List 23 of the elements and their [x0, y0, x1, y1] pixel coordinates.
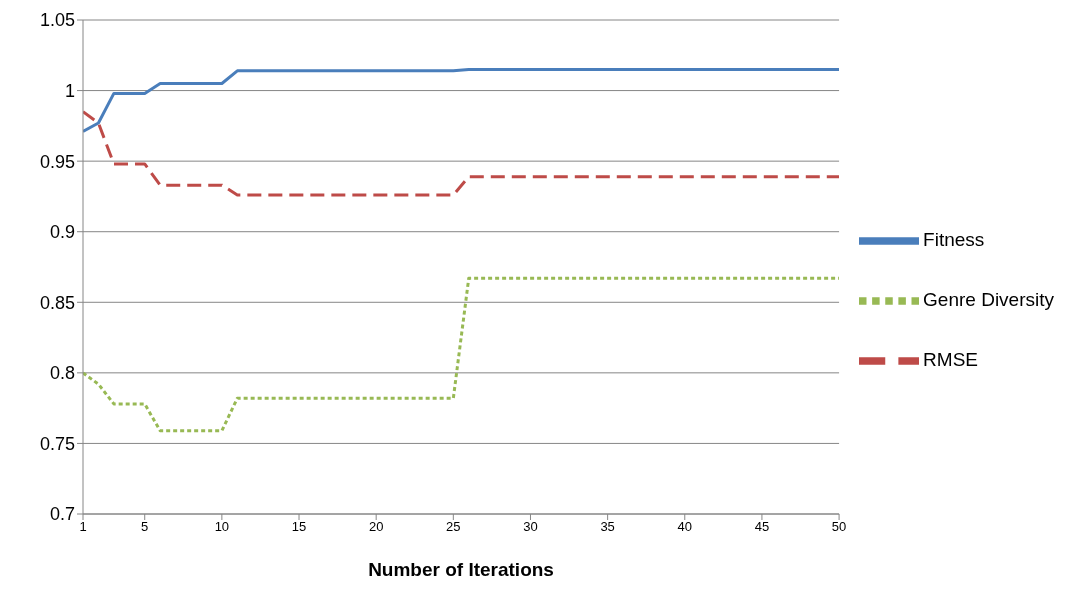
x-tick-label: 15: [291, 519, 307, 535]
y-tick-label: 0.85: [39, 292, 75, 313]
y-tick-label: 0.7: [49, 504, 75, 525]
x-tick-label: 10: [214, 519, 230, 535]
x-tick-label: 45: [754, 519, 770, 535]
x-axis-title: Number of Iterations: [368, 559, 554, 580]
x-tick-label: 30: [523, 519, 538, 535]
legend-label: RMSE: [923, 349, 978, 371]
x-tick-label: 20: [368, 519, 384, 535]
x-tick-label: 50: [831, 519, 847, 535]
legend-label: Fitness: [923, 229, 985, 251]
y-tick-label: 0.95: [39, 151, 75, 172]
y-tick-label: 0.75: [39, 433, 75, 454]
legend-label: Genre Diversity: [923, 289, 1054, 311]
x-tick-label: 25: [446, 519, 461, 535]
x-tick-label: 1: [79, 519, 87, 535]
x-tick-label: 35: [600, 519, 615, 535]
x-tick-label: 5: [141, 519, 149, 535]
y-tick-label: 0.9: [49, 222, 75, 243]
x-tick-label: 40: [677, 519, 693, 535]
y-tick-label: 0.8: [49, 363, 75, 384]
y-tick-label: 1: [64, 80, 75, 101]
y-tick-label: 1.05: [39, 10, 75, 31]
